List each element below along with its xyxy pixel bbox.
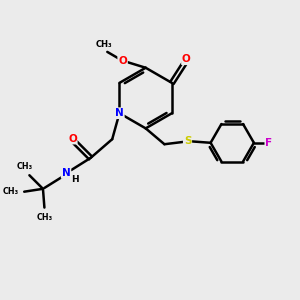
Text: CH₃: CH₃ <box>2 187 18 196</box>
Text: N: N <box>62 168 70 178</box>
Text: O: O <box>182 54 191 64</box>
Text: N: N <box>115 108 124 118</box>
Text: CH₃: CH₃ <box>36 213 52 222</box>
Text: F: F <box>265 138 272 148</box>
Text: H: H <box>71 175 79 184</box>
Text: S: S <box>184 136 191 146</box>
Text: O: O <box>68 134 77 144</box>
Text: O: O <box>118 56 127 65</box>
Text: CH₃: CH₃ <box>96 40 113 49</box>
Text: CH₃: CH₃ <box>17 162 33 171</box>
